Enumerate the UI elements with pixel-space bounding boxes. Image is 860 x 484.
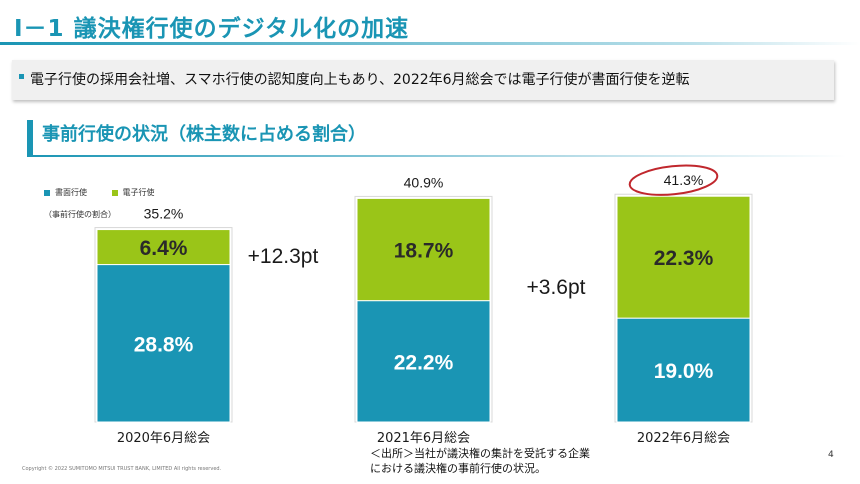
chart-origin [0, 0, 1, 1]
bar-segment-paper [96, 264, 231, 423]
legend-swatch-paper [44, 189, 50, 196]
legend-item-paper: 書面行使 [44, 187, 87, 198]
source-footnote: ＜出所＞当社が議決権の集計を受託する企業 における議決権の事前行使の状況。 [370, 446, 590, 476]
x-tick-label: 2020年6月総会 [117, 431, 210, 446]
footnote-line-1: ＜出所＞当社が議決権の集計を受託する企業 [370, 447, 590, 460]
data-label-paper: 28.8% [134, 333, 194, 356]
highlight-circle [628, 164, 719, 196]
copyright-text: Copyright © 2022 SUMITOMO MITSUI TRUST B… [22, 466, 222, 472]
data-label-electronic: 18.7% [394, 240, 454, 263]
legend-label-paper: 書面行使 [55, 188, 87, 197]
bar-segment-paper [356, 300, 491, 423]
footnote-line-2: における議決権の事前行使の状況。 [370, 462, 546, 475]
legend-item-electronic: 電子行使 [111, 187, 155, 198]
x-tick-label: 2022年6月総会 [637, 431, 730, 446]
total-label: 40.9% [404, 174, 444, 190]
page-title: Ⅰ－1 議決権行使のデジタル化の加速 [14, 16, 410, 42]
summary-box: 電子行使の採用会社増、スマホ行使の認知度向上もあり、2022年6月総会では電子行… [12, 60, 834, 100]
bar-segment-electronic [356, 197, 491, 302]
total-label: 41.3% [664, 172, 704, 188]
bar-segment-paper [616, 317, 751, 423]
section-underline [27, 155, 847, 157]
section-accent-bar [27, 120, 33, 157]
bar-segment-electronic [96, 229, 231, 266]
section-title: 事前行使の状況（株主数に占める割合） [42, 124, 366, 145]
bar-segment-electronic [616, 195, 751, 319]
summary-text: 電子行使の採用会社増、スマホ行使の認知度向上もあり、2022年6月総会では電子行… [30, 72, 690, 88]
page-number: 4 [828, 450, 834, 460]
data-label-electronic: 22.3% [654, 247, 714, 270]
data-label-electronic: 6.4% [140, 237, 188, 260]
data-label-paper: 22.2% [394, 351, 454, 374]
chart-legend: 書面行使 電子行使 [44, 187, 177, 198]
x-tick-label: 2021年6月総会 [377, 431, 470, 446]
title-underline [0, 42, 860, 45]
bullet-icon [19, 74, 24, 79]
legend-label-electronic: 電子行使 [122, 188, 155, 197]
total-label: 35.2% [144, 206, 184, 222]
data-label-paper: 19.0% [654, 360, 714, 383]
change-annotation: +12.3pt [248, 245, 319, 268]
legend-note: （事前行使の割合） [44, 210, 116, 219]
legend-swatch-electronic [111, 189, 118, 196]
change-annotation: +3.6pt [527, 276, 586, 299]
